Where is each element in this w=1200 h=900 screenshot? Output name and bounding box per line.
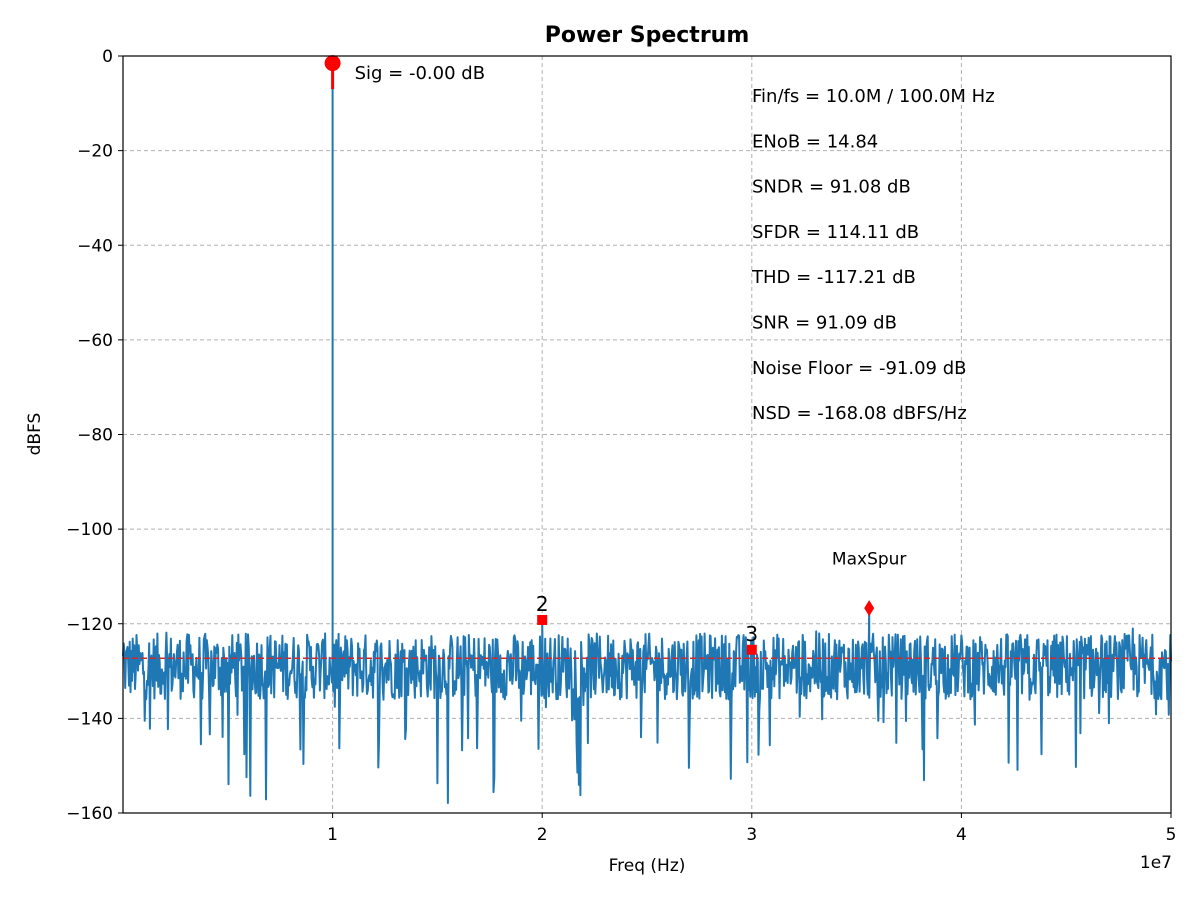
harmonic-marker	[537, 614, 548, 625]
spectrum-line	[122, 62, 1172, 804]
stat-line: ENoB = 14.84	[752, 131, 878, 152]
y-tick-label: −20	[77, 142, 113, 162]
harmonic-label: 3	[745, 622, 758, 646]
harmonic-label: 2	[536, 592, 549, 616]
max-spur-label: MaxSpur	[832, 550, 907, 570]
chart-title: Power Spectrum	[545, 23, 750, 48]
x-axis-offset-label: 1e7	[1140, 853, 1172, 873]
stat-line: Noise Floor = -91.09 dB	[752, 358, 966, 379]
y-tick-label: −160	[66, 804, 113, 824]
stat-line: Fin/fs = 10.0M / 100.0M Hz	[752, 86, 995, 107]
y-tick-label: −140	[66, 709, 113, 729]
stats-annotations: Fin/fs = 10.0M / 100.0M Hz ENoB = 14.84 SN…	[751, 86, 995, 424]
y-tick-label: −120	[66, 615, 113, 635]
y-tick-label: 0	[102, 47, 113, 67]
max-spur-marker	[864, 600, 875, 617]
x-tick-label: 4	[956, 825, 967, 845]
stat-line: SNR = 91.09 dB	[752, 313, 897, 334]
x-tick-label: 5	[1166, 825, 1177, 845]
x-tick-label: 1	[327, 825, 338, 845]
harmonic-marker	[746, 644, 757, 655]
spectrum-series	[122, 62, 1172, 804]
x-tick-label: 3	[746, 825, 757, 845]
x-axis-label: Freq (Hz)	[609, 856, 686, 876]
y-tick-label: −60	[77, 331, 113, 351]
stat-line: SFDR = 114.11 dB	[752, 222, 919, 243]
y-tick-label: −80	[77, 426, 113, 446]
stat-line: THD = -117.21 dB	[751, 267, 916, 288]
stat-line: SNDR = 91.08 dB	[752, 177, 911, 198]
markers: Sig = -0.00 dB 2 3 MaxSpur	[123, 55, 1171, 660]
y-tick-label: −100	[66, 520, 113, 540]
signal-label: Sig = -0.00 dB	[355, 63, 485, 84]
y-axis-label: dBFS	[25, 413, 45, 456]
x-tick-label: 2	[537, 825, 548, 845]
stat-line: NSD = -168.08 dBFS/Hz	[752, 403, 967, 424]
y-tick-label: −40	[77, 236, 113, 256]
axis-ticks: 1 2 3 4 5 0 −20 −40 −60 −80 −100 −120 −140 −160	[66, 47, 1176, 845]
signal-marker	[324, 55, 341, 72]
